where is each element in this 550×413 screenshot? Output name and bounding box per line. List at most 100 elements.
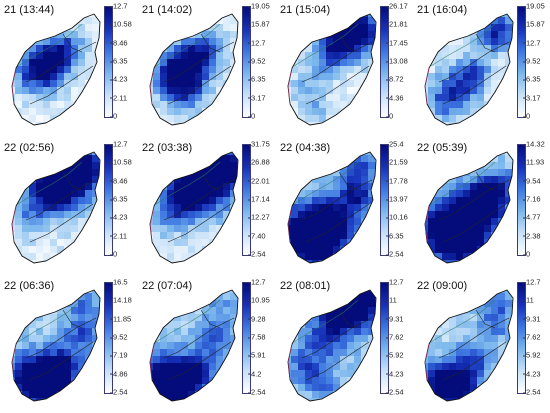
- rainfall-cell: [50, 38, 58, 46]
- rainfall-cell: [195, 59, 203, 67]
- rainfall-cell: [340, 290, 348, 294]
- colorbar-tick-label: 6.35: [110, 56, 128, 66]
- rainfall-cell: [22, 314, 30, 322]
- rainfall-cell: [463, 211, 471, 219]
- rainfall-cell: [456, 80, 464, 88]
- rainfall-cell: [160, 176, 168, 184]
- rainfall-cell: [181, 246, 189, 254]
- rainfall-cell: [92, 377, 100, 385]
- rainfall-cell: [425, 52, 429, 60]
- colorbar-ticks: 19.05 15.87 12.7 9.52 6.35 3.17 0: [522, 2, 550, 121]
- rainfall-cell: [449, 94, 457, 102]
- rainfall-cell: [22, 31, 30, 39]
- rainfall-cell: [484, 267, 491, 274]
- rainfall-cell: [223, 101, 231, 109]
- rainfall-cell: [167, 162, 175, 170]
- rainfall-cell: [146, 405, 153, 412]
- colorbar-ticks: 14.32 11.93 9.54 7.16 4.77 2.38 0: [522, 140, 550, 259]
- rainfall-cell: [456, 293, 464, 301]
- rainfall-cell: [57, 349, 65, 357]
- rainfall-cell: [99, 129, 106, 136]
- rainfall-cell: [92, 260, 100, 263]
- rainfall-cell: [64, 211, 72, 219]
- outlet-edge: [11, 205, 17, 243]
- rainfall-cell: [78, 190, 86, 198]
- rainfall-cell: [188, 38, 196, 46]
- rainfall-cell: [288, 38, 292, 46]
- rainfall-cell: [12, 122, 16, 125]
- rainfall-cell: [312, 342, 320, 350]
- rainfall-cell: [181, 73, 189, 81]
- basin-map: [11, 151, 101, 264]
- colorbar-tick-label: 10.58: [110, 19, 132, 29]
- rainfall-cell: [361, 405, 368, 412]
- rainfall-cell: [442, 356, 450, 364]
- rainfall-cell: [223, 31, 231, 39]
- rainfall-cell: [425, 17, 429, 25]
- rainfall-cell: [326, 197, 334, 205]
- rainfall-cell: [92, 356, 100, 364]
- rainfall-cell: [195, 31, 203, 39]
- rainfall-cell: [498, 204, 506, 212]
- rainfall-cell: [428, 24, 436, 32]
- rainfall-cell: [333, 398, 341, 401]
- rainfall-cell: [29, 314, 37, 322]
- rainfall-cell: [57, 73, 65, 81]
- rainfall-cell: [167, 314, 175, 322]
- rainfall-grid: [288, 290, 376, 412]
- rainfall-cell: [92, 94, 100, 102]
- rainfall-cell: [167, 197, 175, 205]
- colorbar-tick-label: 7.62: [523, 332, 541, 342]
- subbasin-boundary: [163, 179, 235, 221]
- rainfall-cell: [153, 24, 161, 32]
- rainfall-cell: [92, 73, 100, 81]
- rainfall-cell: [195, 384, 203, 392]
- rainfall-cell: [12, 253, 16, 261]
- rainfall-cell: [291, 129, 298, 136]
- rainfall-cell: [491, 162, 499, 170]
- rainfall-cell: [230, 204, 238, 212]
- rainfall-cell: [368, 38, 376, 46]
- rainfall-cell: [237, 122, 238, 125]
- rainfall-cell: [498, 115, 506, 123]
- rainfall-cell: [195, 349, 203, 357]
- rainfall-cell: [202, 290, 210, 294]
- rainfall-cell: [456, 370, 464, 378]
- rainfall-cell: [347, 52, 355, 60]
- rainfall-cell: [298, 59, 306, 67]
- rainfall-cell: [498, 239, 506, 247]
- rainfall-cell: [425, 183, 429, 191]
- rainfall-cell: [333, 190, 341, 198]
- rainfall-cell: [29, 321, 37, 329]
- rainfall-cell: [463, 52, 471, 60]
- rainfall-cell: [361, 293, 369, 301]
- rainfall-cell: [230, 17, 238, 25]
- rainfall-cell: [319, 129, 326, 136]
- rainfall-cell: [298, 391, 306, 399]
- rainfall-cell: [425, 356, 429, 364]
- rainfall-cell: [150, 342, 154, 350]
- rainfall-cell: [181, 370, 189, 378]
- rainfall-cell: [449, 225, 457, 233]
- rainfall-cell: [312, 370, 320, 378]
- basin-outline: [11, 13, 101, 126]
- subbasin-boundary: [62, 171, 83, 191]
- rainfall-cell: [305, 204, 313, 212]
- rainfall-cell: [291, 176, 299, 184]
- rainfall-cell: [425, 169, 429, 177]
- rainfall-cell: [435, 162, 443, 170]
- rainfall-cell: [425, 293, 429, 301]
- rainfall-cell: [29, 169, 37, 177]
- rainfall-cell: [288, 370, 292, 378]
- rainfall-cell: [477, 204, 485, 212]
- rainfall-cell: [291, 204, 299, 212]
- rainfall-cell: [71, 356, 79, 364]
- rainfall-cell: [442, 66, 450, 74]
- rainfall-cell: [223, 293, 231, 301]
- rainfall-cell: [425, 122, 429, 125]
- rainfall-cell: [463, 239, 471, 247]
- rainfall-cell: [442, 370, 450, 378]
- rainfall-cell: [160, 363, 168, 371]
- rainfall-cell: [463, 176, 471, 184]
- rainfall-cell: [449, 80, 457, 88]
